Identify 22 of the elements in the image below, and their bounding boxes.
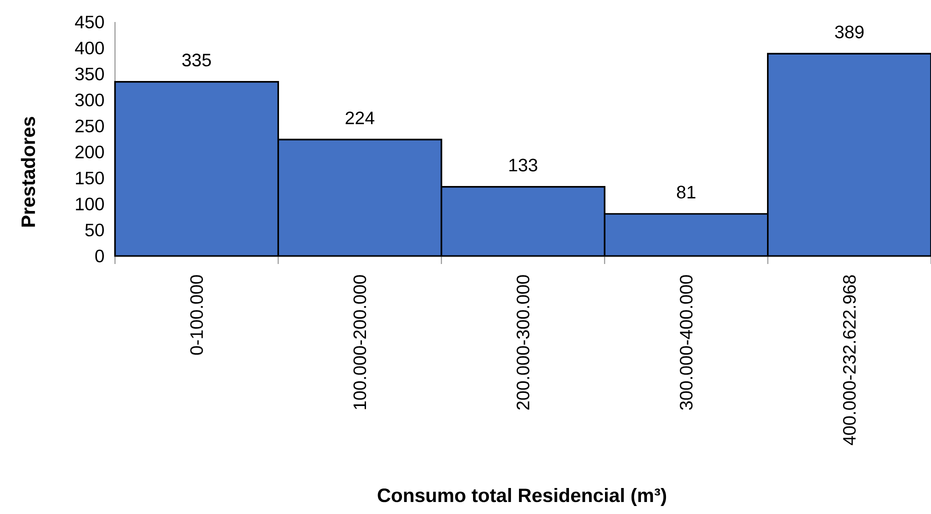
y-tick-label: 400 [74,42,104,54]
data-label: 335 [182,54,211,66]
y-tick-label: 450 [74,16,104,28]
data-label: 81 [676,186,696,198]
y-tick-label: 50 [85,224,104,236]
y-tick-label: 100 [76,198,104,210]
y-tick-label: 0 [95,250,104,262]
y-tick-label: 150 [76,172,104,184]
x-axis-title: Consumo total Residencial (m³) [378,488,666,506]
data-label: 389 [835,26,864,38]
y-tick-label: 200 [75,146,104,158]
y-tick-label: 350 [75,68,104,80]
x-tick-label: 100.000-200.000 [353,275,366,410]
x-tick-label: 300.000-400.000 [680,275,693,410]
y-axis-title: Prestadores [20,116,36,227]
data-label: 224 [346,112,374,124]
x-tick-label: 0-100.000 [190,275,203,355]
x-tick-label: 200.000-300.000 [516,275,530,410]
data-label: 133 [509,158,538,172]
y-tick-label: 250 [75,120,104,132]
x-tick-label: 400.000-232.622.968 [843,275,856,446]
y-tick-label: 300 [75,94,104,106]
